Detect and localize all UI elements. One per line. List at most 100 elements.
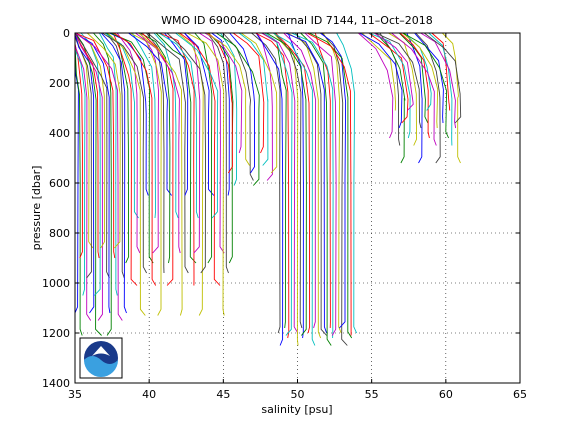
profile-line [99, 32, 118, 296]
profile-line [414, 32, 444, 124]
y-tick-label: 0 [63, 27, 70, 40]
profile-line [74, 32, 95, 314]
profile-line [74, 32, 111, 314]
profile-line [211, 32, 230, 196]
profile-line [374, 32, 414, 111]
profile-line [402, 32, 450, 139]
profile-line [402, 32, 439, 129]
profile-line [86, 32, 121, 249]
y-tick-label: 200 [49, 77, 70, 90]
profile-line [375, 32, 406, 164]
x-tick-label: 60 [439, 388, 453, 401]
profile-line [294, 32, 328, 336]
profile-line [441, 32, 461, 164]
profile-line [300, 32, 332, 346]
profile-line [287, 32, 322, 339]
profile-line [146, 32, 165, 274]
profile-line [194, 32, 213, 264]
profile-line [74, 32, 103, 321]
profile-line [113, 32, 157, 286]
profile-line [240, 32, 278, 174]
profile-line [273, 32, 299, 346]
x-tick-label: 50 [291, 388, 305, 401]
profile-line [74, 32, 92, 279]
profile-line [105, 32, 125, 279]
profile-line [158, 32, 195, 286]
profile-line [399, 32, 430, 139]
profile-line [107, 32, 146, 316]
y-axis-ticks: 0 200 400 600 800 1000 1200 1400 [42, 27, 520, 390]
profile-line [138, 32, 183, 316]
profile-line [100, 32, 127, 314]
noaa-logo [79, 337, 123, 379]
x-tick-label: 65 [513, 388, 527, 401]
profile-line [74, 32, 110, 279]
profile-line [423, 32, 462, 124]
profile-line [319, 32, 347, 329]
y-tick-label: 800 [49, 227, 70, 240]
profile-line [116, 32, 141, 254]
profile-line [139, 32, 159, 254]
profile-line [141, 32, 174, 286]
profile-line [431, 32, 451, 111]
y-tick-label: 1400 [42, 377, 70, 390]
profile-line [428, 32, 453, 146]
profile-line [398, 32, 429, 124]
profile-line [155, 32, 197, 264]
profile-line [131, 32, 156, 219]
profile-line [208, 32, 234, 264]
profile-line [206, 32, 250, 166]
y-axis-label: pressure [dbar] [30, 166, 43, 251]
profile-line [220, 32, 238, 186]
profile-line [379, 32, 401, 146]
profile-line [261, 32, 299, 334]
y-tick-label: 1000 [42, 277, 70, 290]
profile-line [153, 32, 179, 219]
profile-line [74, 32, 100, 259]
profile-line [368, 32, 409, 124]
profile-line [147, 32, 189, 274]
x-tick-label: 35 [68, 388, 82, 401]
profile-line [368, 32, 411, 139]
x-axis-ticks: 35 40 45 50 55 60 65 [68, 33, 527, 401]
profile-line [285, 32, 328, 334]
profile-line [375, 32, 422, 129]
profile-line [420, 32, 457, 129]
profile-line [309, 32, 353, 339]
profile-line [140, 32, 171, 264]
profile-line [184, 32, 215, 196]
profile-line [304, 32, 337, 336]
x-axis-label: salinity [psu] [261, 403, 332, 416]
profile-line [274, 32, 303, 329]
profile-line [229, 32, 255, 174]
x-tick-label: 40 [142, 388, 156, 401]
profile-line [336, 32, 358, 334]
y-tick-label: 400 [49, 127, 70, 140]
profile-line [251, 32, 281, 334]
profile-line [255, 32, 284, 346]
profile-line [74, 32, 116, 259]
profile-line [359, 32, 403, 129]
profile-line [314, 32, 331, 329]
profile-line [206, 32, 229, 274]
profile-line [283, 32, 317, 329]
profile-line [75, 32, 123, 321]
x-tick-label: 55 [365, 388, 379, 401]
profile-line [110, 32, 154, 264]
profile-line [158, 32, 199, 219]
profile-line [391, 32, 437, 146]
profile-line [238, 32, 269, 166]
profile-line [76, 32, 106, 249]
profile-line [322, 32, 342, 334]
x-tick-label: 45 [216, 388, 230, 401]
profile-line [179, 32, 221, 286]
profile-line [275, 32, 311, 334]
profile-line [177, 32, 204, 316]
profile-line [112, 32, 138, 286]
profile-line [415, 32, 441, 164]
profile-line [166, 32, 206, 274]
profiles [74, 32, 462, 346]
profile-line [109, 32, 149, 196]
profile-line [216, 32, 260, 186]
profile-line [321, 32, 348, 346]
